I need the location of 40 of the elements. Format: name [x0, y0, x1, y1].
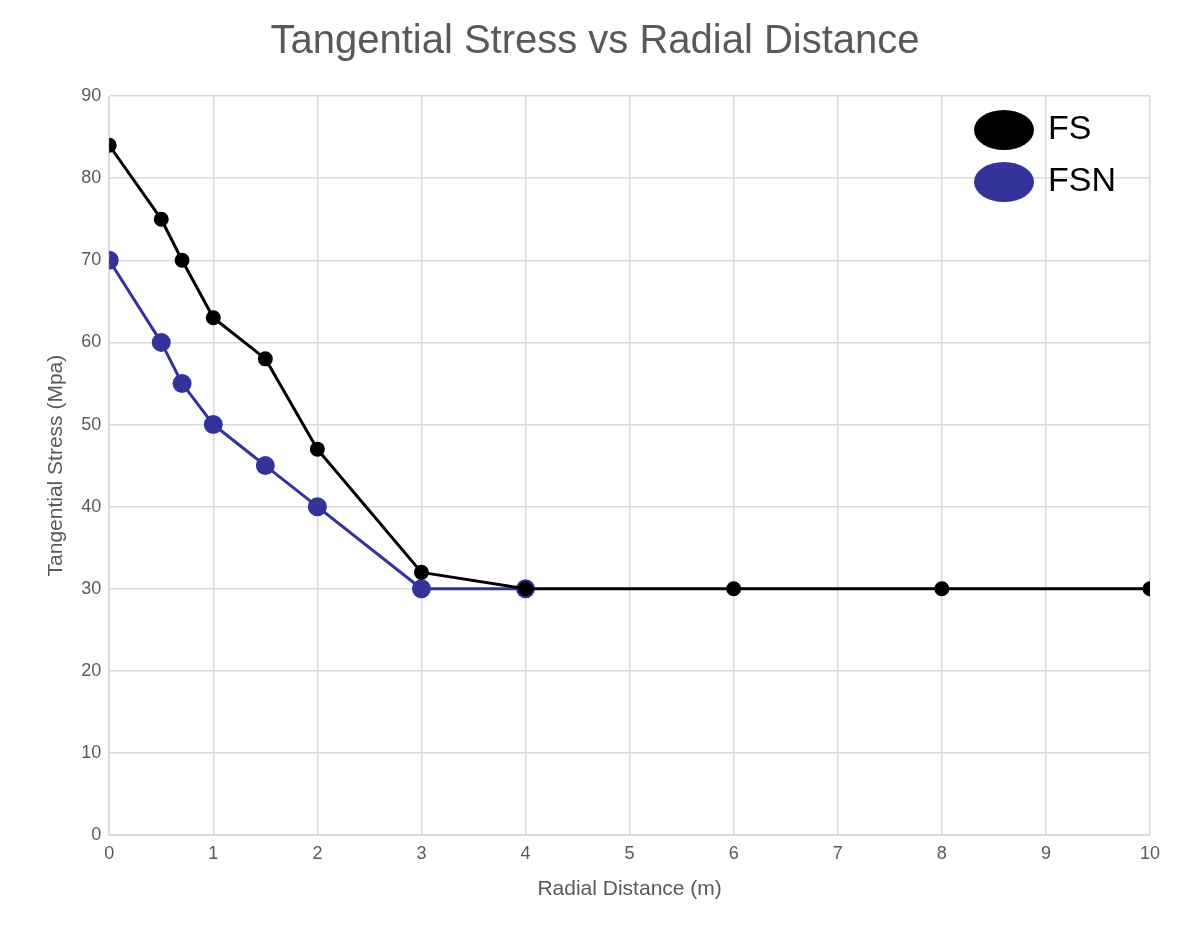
point: [411, 579, 431, 599]
x-tick-label: 4: [520, 842, 531, 863]
x-tick-label: 5: [624, 842, 635, 863]
x-tick-label: 1: [208, 842, 219, 863]
legend-label: FSN: [1048, 160, 1116, 199]
y-tick-label: 20: [81, 659, 102, 680]
y-tick-label: 30: [81, 577, 102, 598]
x-tick-label: 9: [1040, 842, 1051, 863]
y-tick-label: 70: [81, 249, 102, 270]
point: [151, 332, 171, 352]
point: [307, 497, 327, 517]
point: [153, 211, 169, 227]
x-tick-label: 2: [312, 842, 323, 863]
point: [205, 310, 221, 326]
y-axis-title: Tangential Stress (Mpa): [43, 354, 67, 577]
point: [309, 441, 325, 457]
y-tick-label: 50: [81, 413, 102, 434]
point: [172, 373, 192, 393]
y-tick-label: 10: [81, 742, 102, 763]
legend-label: FS: [1048, 108, 1092, 147]
x-tick-label: 0: [104, 842, 115, 863]
x-tick-label: 7: [832, 842, 843, 863]
point: [726, 581, 742, 597]
x-tick-label: 8: [936, 842, 947, 863]
x-axis-title: Radial Distance (m): [537, 876, 722, 900]
point: [203, 415, 223, 435]
y-tick-label: 90: [81, 84, 102, 105]
x-tick-label: 10: [1139, 842, 1161, 863]
point: [174, 252, 190, 268]
y-tick-label: 40: [81, 495, 102, 516]
y-tick-label: 0: [91, 824, 102, 845]
point: [255, 456, 275, 476]
y-tick-label: 60: [81, 331, 102, 352]
point: [257, 351, 273, 367]
chart-title: Tangential Stress vs Radial Distance: [270, 17, 920, 62]
point: [934, 581, 950, 597]
y-tick-label: 80: [81, 167, 102, 188]
point: [413, 564, 429, 580]
x-tick-label: 3: [416, 842, 427, 863]
x-tick-label: 6: [728, 842, 739, 863]
